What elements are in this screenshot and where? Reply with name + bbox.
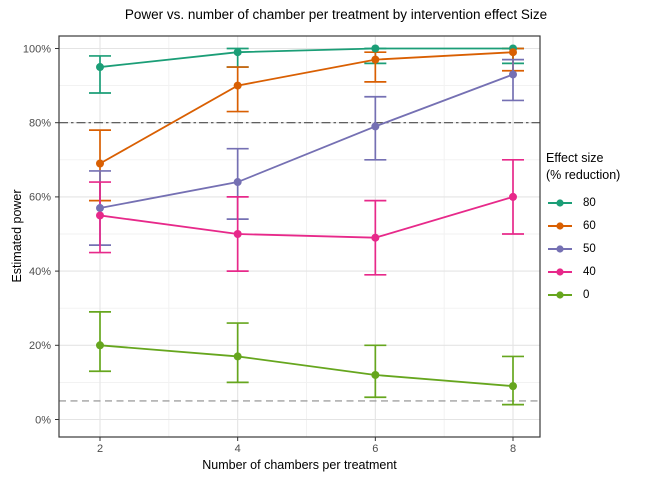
y-tick-label: 20%	[29, 340, 51, 352]
legend-item-80: 80	[546, 191, 670, 214]
chart-title: Power vs. number of chamber per treatmen…	[124, 7, 548, 22]
data-point-0-4	[233, 352, 242, 361]
data-point-80-4	[233, 48, 242, 57]
legend-label-60: 60	[583, 219, 596, 232]
data-point-50-2	[96, 204, 104, 213]
data-point-60-8	[509, 48, 517, 57]
data-point-60-4	[233, 81, 242, 90]
gridlines-minor	[59, 36, 540, 437]
series-line-40	[99, 196, 514, 239]
x-tick-label: 8	[510, 443, 516, 455]
legend-item-0: 0	[546, 283, 670, 306]
data-point-60-6	[371, 55, 380, 64]
legend-label-80: 80	[583, 196, 596, 209]
legend: Effect size (% reduction) 80 60 50 40 0	[546, 150, 670, 306]
series-line-0	[99, 344, 514, 388]
legend-key-icon-60	[548, 221, 572, 230]
x-axis-title: Number of chambers per treatment	[202, 458, 397, 472]
data-point-50-8	[509, 70, 517, 79]
data-point-0-8	[509, 382, 517, 391]
legend-key-icon-80	[548, 198, 572, 207]
legend-title-line2: (% reduction)	[546, 168, 621, 182]
legend-key-icon-0	[548, 290, 572, 299]
y-tick-label: 40%	[29, 266, 51, 278]
y-axis-title: Estimated power	[10, 189, 24, 283]
x-tick-label: 6	[372, 443, 378, 455]
data-point-60-2	[96, 159, 104, 168]
y-tick-label: 0%	[35, 414, 51, 426]
series-line-60	[99, 51, 514, 165]
legend-item-40: 40	[546, 260, 670, 283]
y-tick-label: 60%	[29, 192, 51, 204]
series-line-50	[99, 73, 514, 209]
data-point-40-4	[233, 230, 242, 238]
data-point-50-4	[233, 178, 242, 187]
legend-key-icon-40	[548, 267, 572, 276]
legend-label-40: 40	[583, 265, 596, 278]
legend-items: 80 60 50 40 0	[546, 191, 670, 306]
legend-label-0: 0	[583, 288, 590, 301]
legend-item-50: 50	[546, 237, 670, 260]
x-tick-label: 2	[97, 443, 103, 455]
x-tick-label: 4	[235, 443, 241, 455]
legend-title-line1: Effect size	[546, 151, 604, 165]
legend-key-icon-50	[548, 244, 572, 253]
legend-item-60: 60	[546, 214, 670, 237]
y-tick-label: 80%	[29, 118, 51, 130]
data-point-0-2	[96, 341, 104, 350]
series-line-80	[99, 47, 513, 68]
data-point-0-6	[371, 370, 380, 379]
data-point-40-2	[96, 211, 104, 220]
data-point-80-6	[371, 44, 380, 53]
data-point-50-6	[371, 122, 380, 131]
data-point-80-2	[96, 63, 104, 72]
data-point-40-8	[509, 192, 517, 201]
panel-border	[58, 35, 541, 438]
y-tick-label: 100%	[23, 43, 51, 55]
legend-title: Effect size (% reduction)	[546, 150, 670, 184]
data-point-40-6	[371, 233, 380, 242]
legend-label-50: 50	[583, 242, 596, 255]
